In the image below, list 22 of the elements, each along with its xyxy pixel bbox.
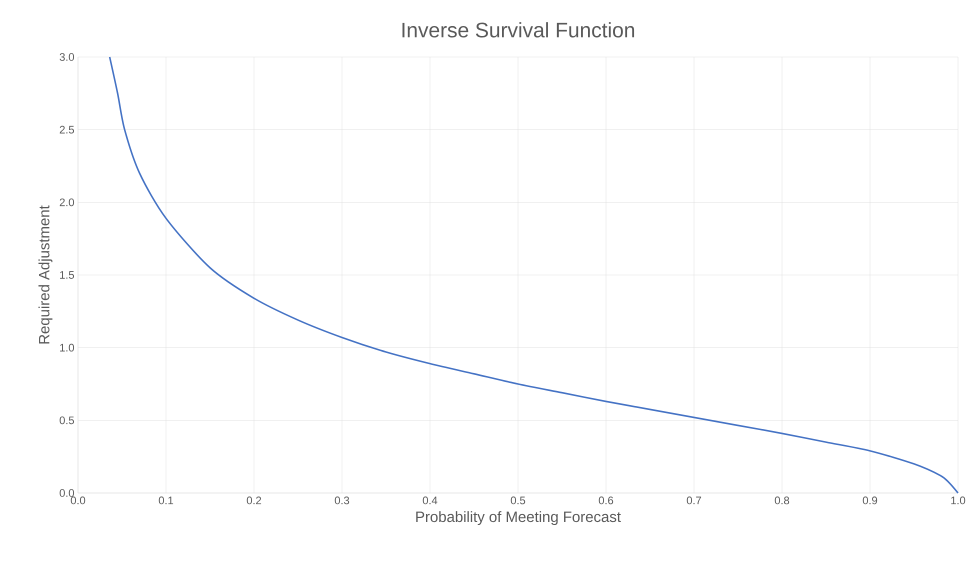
x-tick-label: 0.1 xyxy=(158,496,174,504)
chart-title: Inverse Survival Function xyxy=(402,22,634,38)
x-axis-title: Probability of Meeting Forecast xyxy=(416,511,621,526)
x-tick-label: 0.2 xyxy=(246,496,262,504)
x-tick-label: 0.6 xyxy=(598,496,614,504)
y-tick-label: 2.0 xyxy=(60,198,74,206)
y-tick-label: 0.5 xyxy=(60,416,74,424)
y-tick-label: 1.0 xyxy=(60,344,74,352)
y-tick-label: 2.5 xyxy=(60,126,74,134)
x-tick-label: 0.8 xyxy=(774,496,790,504)
x-tick-label: 0.3 xyxy=(334,496,350,504)
x-tick-label: 0.4 xyxy=(422,496,438,504)
line-series xyxy=(108,56,959,494)
x-tick-label: 0.7 xyxy=(686,496,702,504)
x-tick-label: 0.9 xyxy=(862,496,878,504)
x-tick-label: 0.5 xyxy=(510,496,526,504)
y-axis-title: Required Adjustment xyxy=(38,205,52,344)
y-tick-label: 1.5 xyxy=(60,271,74,279)
x-tick-label: 1.0 xyxy=(951,496,966,504)
x-tick-label: 0.0 xyxy=(70,496,86,504)
y-tick-label: 3.0 xyxy=(60,53,74,61)
y-tick-label: 0.0 xyxy=(60,489,74,497)
